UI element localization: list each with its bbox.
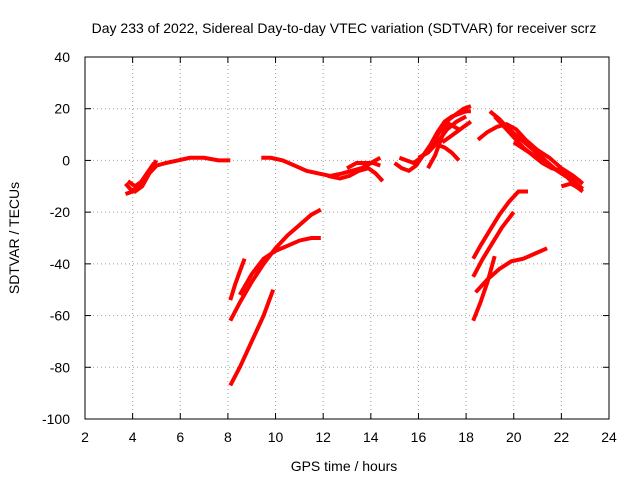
series-line-s16 [493, 115, 582, 183]
series-line-s25 [474, 246, 548, 294]
series-line-s19 [228, 207, 322, 322]
x-tick-label: 22 [554, 429, 570, 445]
x-tick-label: 4 [129, 429, 137, 445]
y-tick-label: -40 [50, 256, 70, 272]
series-line-s12 [436, 143, 461, 162]
y-tick-label: -20 [50, 204, 70, 220]
grid-lines [85, 57, 609, 419]
x-tick-label: 2 [81, 429, 89, 445]
x-tick-label: 6 [176, 429, 184, 445]
series-line-s8 [398, 104, 472, 166]
x-tick-label: 8 [224, 429, 232, 445]
y-tick-label: 40 [54, 49, 70, 65]
series-line-s5 [327, 166, 385, 183]
series-line-s17 [560, 181, 582, 191]
series-line-s3 [126, 159, 159, 189]
x-tick-label: 10 [268, 429, 284, 445]
y-tick-label: 0 [62, 152, 70, 168]
series-line-s1 [124, 155, 231, 194]
y-tick-label: -80 [50, 359, 70, 375]
x-tick-label: 18 [458, 429, 474, 445]
y-tick-label: -100 [42, 411, 70, 427]
series-line-s11 [441, 119, 473, 144]
y-tick-label: -60 [50, 308, 70, 324]
series-line-s24 [471, 255, 497, 322]
x-axis-label: GPS time / hours [291, 458, 398, 474]
plot-frame [84, 56, 610, 420]
data-series [124, 104, 585, 387]
series-line-s6 [346, 161, 381, 170]
series-line-s21 [228, 289, 276, 387]
series-line-s22 [471, 189, 528, 260]
x-tick-label: 16 [411, 429, 427, 445]
y-tick-label: 20 [54, 101, 70, 117]
x-tick-label: 12 [315, 429, 331, 445]
series-line-s20 [238, 236, 321, 296]
x-tick-label: 24 [601, 429, 617, 445]
series-line-s18 [228, 258, 247, 301]
x-tick-label: 14 [363, 429, 379, 445]
axis-ticks: 2 4 6 8 10 12 14 16 18 20 22 24-100-80-60-40-200204… [42, 49, 617, 445]
x-tick-label: 20 [506, 429, 522, 445]
series-line-s10 [417, 114, 468, 160]
chart-title: Day 233 of 2022, Sidereal Day-to-day VTE… [92, 20, 597, 36]
series-line-s4 [261, 155, 382, 178]
y-axis-label: SDTVAR / TECUs [6, 182, 22, 294]
series-line-s23 [471, 210, 516, 278]
